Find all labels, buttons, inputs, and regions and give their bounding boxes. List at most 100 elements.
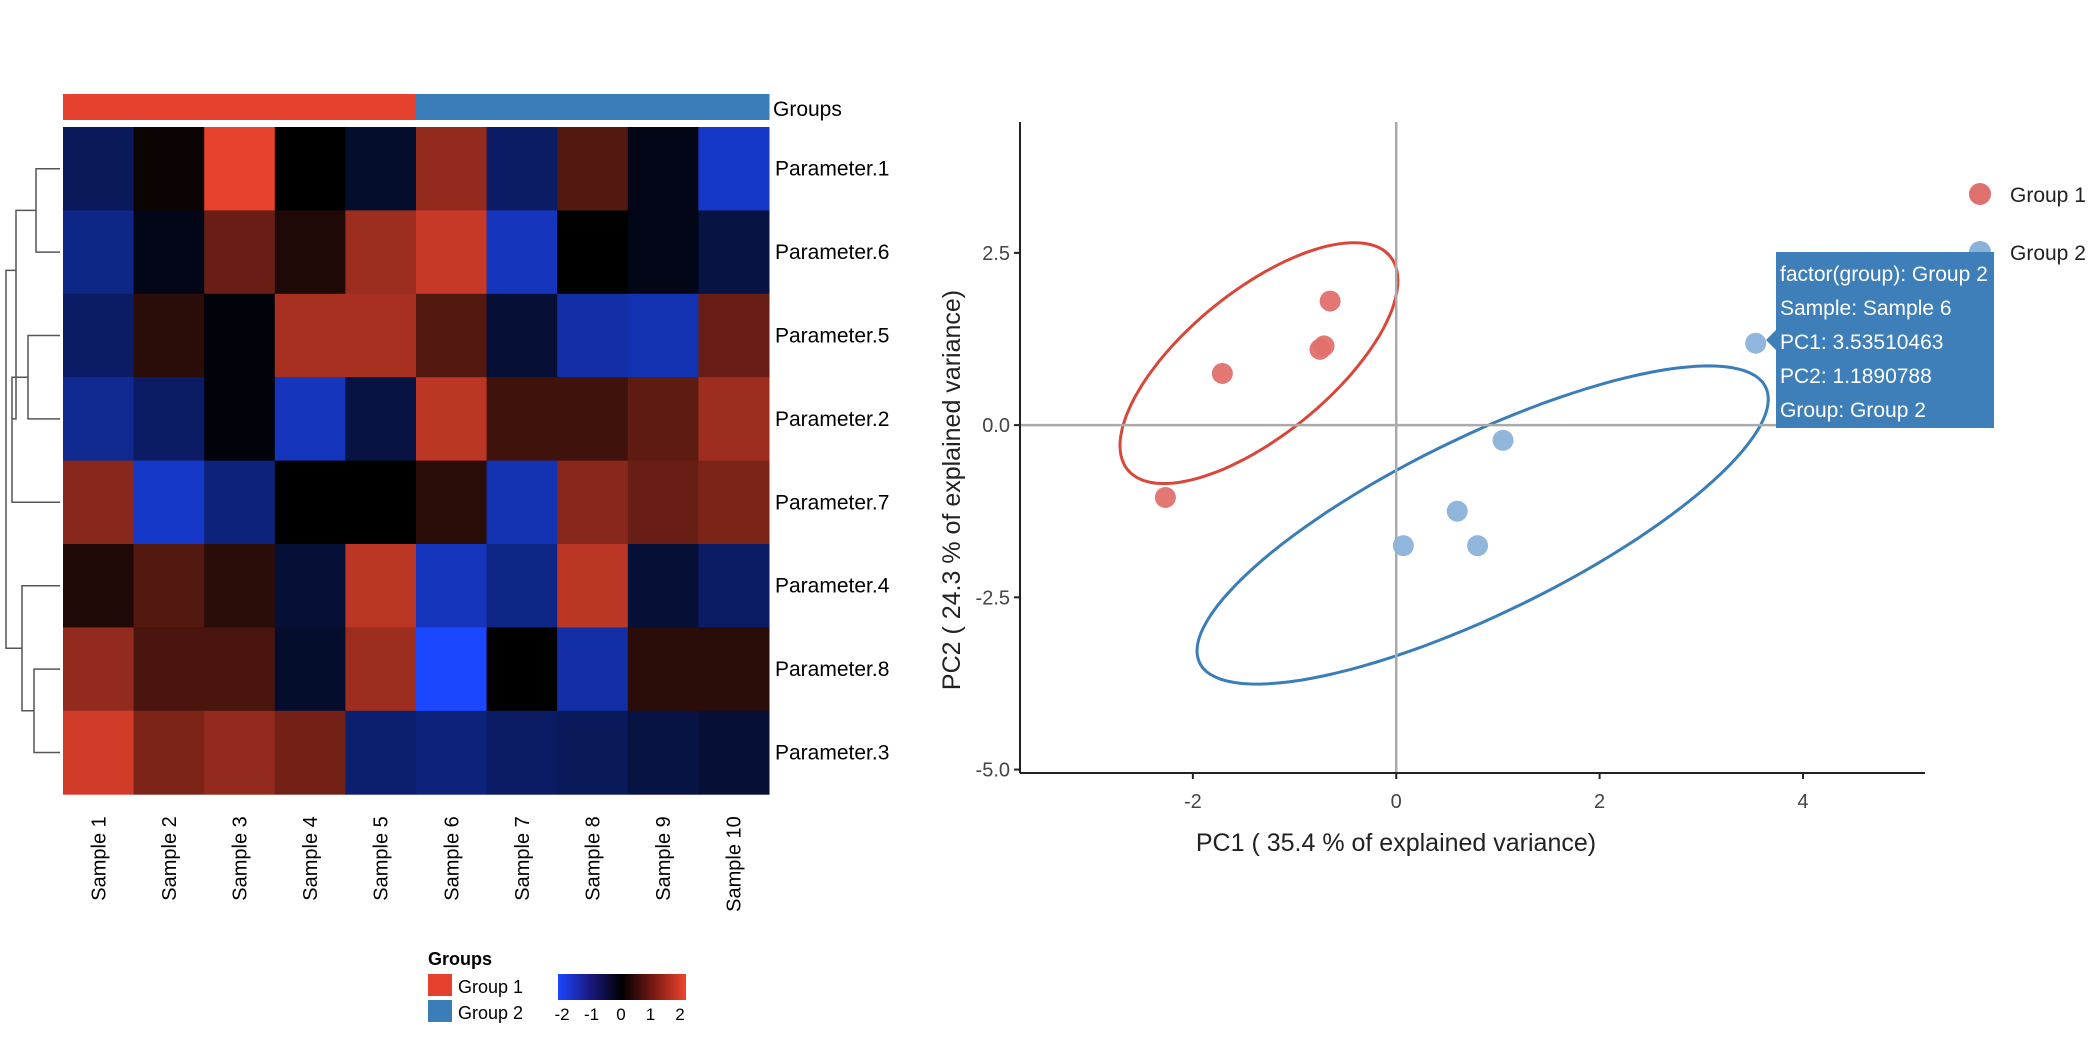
heatmap-cell	[345, 377, 417, 462]
heatmap-cell	[63, 627, 135, 712]
column-label: Sample 6	[441, 816, 463, 901]
heatmap-cell	[698, 710, 770, 795]
dendrogram-branch	[21, 584, 60, 712]
scatter-point[interactable]	[1446, 500, 1468, 522]
heatmap-cell	[204, 127, 276, 211]
heatmap-cell	[63, 293, 135, 378]
legend-swatch-group-2	[428, 1000, 452, 1022]
heatmap-cell	[204, 627, 276, 712]
legend-label-group-2: Group 2	[2010, 242, 2086, 265]
y-tick-label: -2.5	[976, 587, 1010, 609]
heatmap-cell	[274, 210, 346, 295]
color-scale-tick-label: 1	[646, 1005, 655, 1024]
heatmap-cell	[345, 627, 417, 712]
scatter-point[interactable]	[1467, 535, 1489, 557]
heatmap-cell	[63, 544, 135, 628]
annotation-cell	[416, 94, 488, 120]
point-tooltip: factor(group): Group 2 Sample: Sample 6 …	[1766, 252, 1994, 428]
heatmap-cell	[486, 127, 558, 211]
y-tick-label: -5.0	[976, 760, 1010, 782]
heatmap-cell	[557, 627, 629, 712]
x-axis-title: PC1 ( 35.4 % of explained variance)	[1196, 829, 1596, 857]
heatmap-cell	[627, 377, 699, 462]
scatter-point[interactable]	[1319, 290, 1341, 312]
heatmap-legend: Groups Group 1 Group 2 -2 -1 0 1 2	[428, 949, 686, 1024]
heatmap-cell	[627, 627, 699, 712]
annotation-cell	[274, 94, 346, 120]
heatmap-cell	[416, 210, 488, 295]
heatmap-cell	[557, 127, 629, 211]
scatter-point[interactable]	[1309, 338, 1331, 360]
heatmap-cell	[557, 293, 629, 378]
heatmap-cell	[486, 293, 558, 378]
heatmap-cell	[133, 710, 205, 795]
column-label: Sample 2	[159, 816, 181, 901]
confidence-ellipses	[1118, 241, 1770, 686]
y-tick-label: 0.0	[982, 415, 1010, 437]
heatmap-cell	[486, 544, 558, 628]
heatmap-cell	[557, 544, 629, 628]
scatter-point[interactable]	[1154, 486, 1176, 508]
heatmap-cell	[416, 460, 488, 545]
heatmap-cell	[204, 544, 276, 628]
annotation-cell	[204, 94, 276, 120]
column-label: Sample 7	[512, 816, 534, 901]
heatmap-cell	[133, 627, 205, 712]
heatmap-cell	[345, 210, 417, 295]
row-label: Parameter.8	[775, 658, 889, 681]
scatter-point[interactable]	[1745, 332, 1767, 354]
heatmap-cell	[698, 627, 770, 712]
color-scale-tick-label: 0	[616, 1005, 625, 1024]
row-label: Parameter.5	[775, 325, 889, 348]
heatmap-cell	[133, 293, 205, 378]
heatmap-cell	[63, 210, 135, 295]
dendrogram-branch	[12, 209, 36, 420]
color-scale-ticks: -2 -1 0 1 2	[554, 1005, 684, 1024]
x-tick-label: 2	[1594, 791, 1605, 813]
heatmap-cell	[627, 710, 699, 795]
scatter-point[interactable]	[1492, 429, 1514, 451]
heatmap-cell	[486, 377, 558, 462]
heatmap-cell	[63, 377, 135, 462]
row-label: Parameter.7	[775, 491, 889, 514]
dendrogram-branch	[33, 668, 60, 754]
tooltip-pc2: PC2: 1.1890788	[1780, 365, 1932, 388]
heatmap-cell	[345, 710, 417, 795]
heatmap-cell	[133, 544, 205, 628]
heatmap-cell	[698, 293, 770, 378]
plot-axes: -2 0 2 4 2.5 0.0 -2.5 -5.0	[976, 122, 1925, 813]
heatmap-cell	[63, 127, 135, 211]
color-scale-tick-label: 2	[675, 1005, 684, 1024]
legend-swatch-group-1	[428, 974, 452, 996]
y-tick-label: 2.5	[982, 243, 1010, 265]
dendrogram-branch	[5, 269, 22, 649]
x-tick-label: 4	[1797, 791, 1808, 813]
tooltip-pointer	[1766, 330, 1776, 350]
dendrogram-branch	[11, 376, 60, 504]
heatmap-cell	[345, 460, 417, 545]
heatmap-cell	[345, 293, 417, 378]
row-label: Parameter.3	[775, 742, 889, 765]
heatmap-cell	[486, 460, 558, 545]
heatmap-cell	[557, 460, 629, 545]
dendrogram-branch	[27, 334, 60, 420]
heatmap-cell	[204, 210, 276, 295]
heatmap-cell	[627, 293, 699, 378]
data-points	[1154, 290, 1767, 557]
heatmap-cell	[416, 544, 488, 628]
column-label: Sample 4	[300, 816, 322, 901]
scatter-point[interactable]	[1392, 535, 1414, 557]
row-dendrogram	[5, 167, 60, 754]
confidence-ellipse	[1195, 364, 1770, 686]
scatter-point[interactable]	[1211, 362, 1233, 384]
heatmap-cell	[345, 544, 417, 628]
color-scale-tick-label: -2	[554, 1005, 569, 1024]
color-scale-tick-label: -1	[584, 1005, 599, 1024]
heatmap-cell	[698, 377, 770, 462]
annotation-cell	[698, 94, 770, 120]
group-annotation-bar	[63, 94, 770, 120]
scatter-point[interactable]	[1313, 335, 1335, 357]
heatmap-cell	[133, 127, 205, 211]
row-label: Parameter.2	[775, 408, 889, 431]
annotation-label: Groups	[773, 98, 842, 121]
